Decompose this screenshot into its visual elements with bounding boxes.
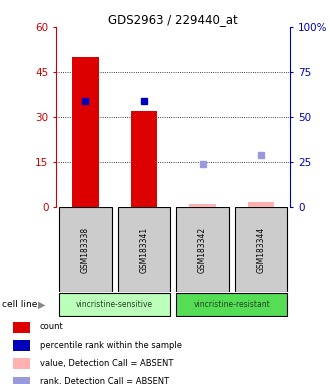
Bar	[176, 207, 229, 292]
Text: ▶: ▶	[38, 299, 46, 310]
Bar	[13, 359, 30, 369]
Bar	[13, 322, 30, 333]
Bar	[13, 377, 30, 384]
Text: vincristine-resistant: vincristine-resistant	[193, 300, 270, 309]
Bar	[13, 340, 30, 351]
Text: GSM183344: GSM183344	[257, 227, 266, 273]
Bar	[59, 207, 112, 292]
Text: percentile rank within the sample: percentile rank within the sample	[40, 341, 182, 349]
Text: count: count	[40, 323, 63, 331]
Text: GSM183341: GSM183341	[140, 227, 148, 273]
Title: GDS2963 / 229440_at: GDS2963 / 229440_at	[108, 13, 238, 26]
Text: GSM183342: GSM183342	[198, 227, 207, 273]
Bar	[189, 204, 216, 207]
Bar	[248, 202, 274, 207]
Text: GSM183338: GSM183338	[81, 227, 90, 273]
Text: value, Detection Call = ABSENT: value, Detection Call = ABSENT	[40, 359, 173, 367]
Bar	[59, 293, 170, 316]
Bar	[72, 57, 99, 207]
Bar	[131, 111, 157, 207]
Text: cell line: cell line	[2, 300, 37, 309]
Bar	[117, 207, 170, 292]
Bar	[176, 293, 287, 316]
Text: vincristine-sensitive: vincristine-sensitive	[76, 300, 153, 309]
Bar	[235, 207, 287, 292]
Text: rank, Detection Call = ABSENT: rank, Detection Call = ABSENT	[40, 377, 169, 384]
